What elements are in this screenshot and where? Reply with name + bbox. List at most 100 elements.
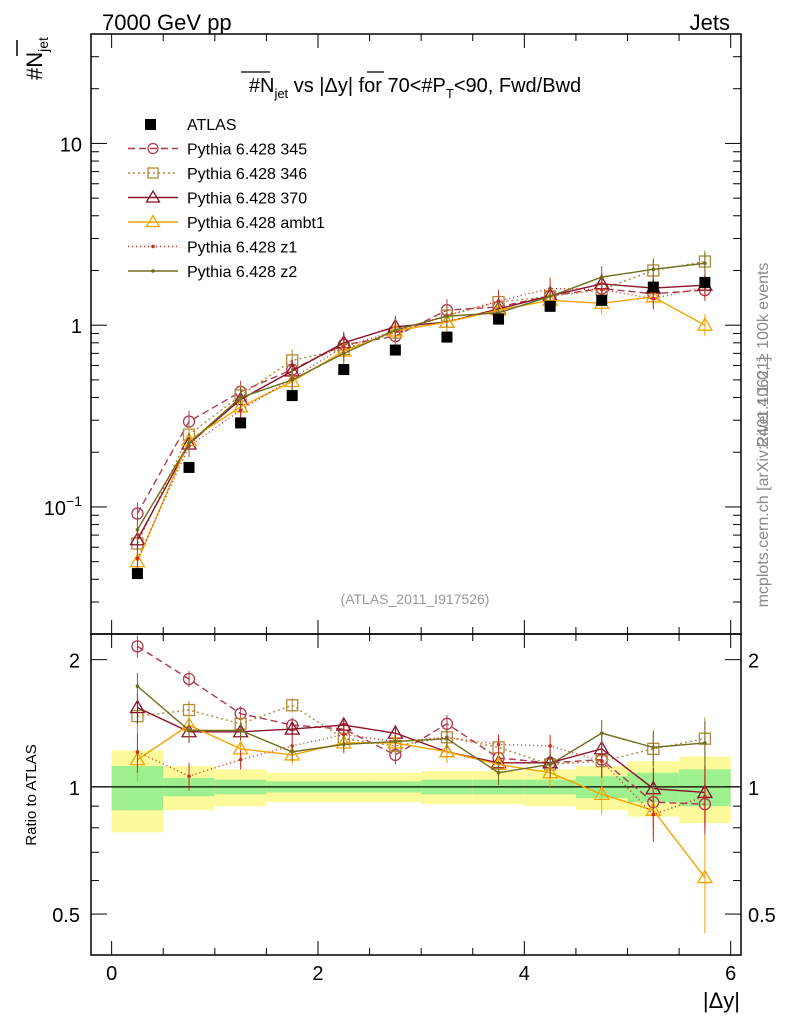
ratio-axis-label: Ratio to ATLAS — [23, 744, 40, 845]
data-point — [183, 461, 195, 473]
series-marker-main — [238, 395, 243, 400]
series-marker-ratio — [187, 728, 191, 733]
data-point — [699, 276, 711, 288]
data-point — [338, 364, 350, 376]
y-tick-label: 10−1 — [44, 493, 82, 520]
x-tick-label: 0 — [106, 963, 117, 985]
series-marker-main — [445, 314, 449, 319]
series-line-main — [136, 286, 706, 559]
series-line-ratio — [137, 724, 706, 878]
series-marker-ratio — [593, 786, 610, 800]
series-marker-main — [238, 408, 243, 413]
data-point — [389, 344, 401, 356]
analysis-watermark: (ATLAS_2011_I917526) — [341, 591, 490, 607]
series-marker-ratio — [290, 750, 294, 754]
data-point — [131, 568, 143, 580]
series-line-main — [136, 296, 706, 562]
series-marker-main — [703, 261, 707, 266]
ratio-tick-label-right: 2 — [748, 651, 759, 673]
series-line-main — [136, 287, 705, 514]
legend-label-atlas: ATLAS — [187, 117, 237, 134]
series-marker-ratio — [341, 732, 346, 737]
legend-label: Pythia 6.428 z1 — [187, 240, 297, 257]
series-marker-main — [393, 328, 398, 332]
series-marker-ratio — [131, 640, 144, 653]
header-right: Jets — [690, 10, 730, 35]
title-part1: #N — [249, 75, 275, 97]
series-marker-ratio — [496, 770, 501, 775]
series-line-ratio — [136, 685, 705, 774]
series-line-ratio — [137, 704, 706, 766]
series-marker-ratio — [703, 794, 707, 799]
legend: ATLAS Pythia 6.428 345 Pythia 6.428 346 Pyt… — [128, 117, 325, 281]
series-marker-main — [651, 296, 656, 301]
series-marker-main — [696, 316, 714, 331]
x-tick-label: 6 — [725, 963, 736, 985]
series-line-main — [136, 283, 705, 541]
legend-marker-atlas — [145, 119, 156, 130]
ratio-tick-label-left: 1 — [69, 778, 80, 800]
ratio-panel: 0 2 4 6 0.5 0.5 1 1 2 2 — [52, 633, 776, 985]
title-sub2: T — [446, 86, 454, 101]
title-part2: vs |Δy| for 70<#P — [288, 75, 446, 97]
x-axis-label: |Δy| — [703, 988, 740, 1013]
series-marker-ratio — [548, 744, 552, 748]
data-point — [493, 313, 505, 325]
data-point — [286, 390, 298, 402]
series-marker-ratio — [182, 672, 196, 686]
y-tick-label: 10 — [60, 134, 82, 156]
ratio-frame — [90, 633, 742, 956]
legend-marker — [145, 189, 161, 203]
series-line-ratio — [137, 645, 705, 805]
rivet-label: Rivet 4.1.0, ≥ 100k events — [755, 263, 772, 448]
y-label-main: #N — [22, 52, 47, 80]
data-point — [544, 300, 556, 312]
series-marker-main — [651, 267, 656, 272]
x-tick-label: 4 — [519, 963, 530, 985]
legend-label: Pythia 6.428 z2 — [187, 264, 297, 281]
series-marker-ratio — [187, 774, 191, 778]
series-marker-ratio — [238, 728, 243, 733]
title-part3: <90, Fwd/Bwd — [454, 75, 581, 97]
y-axis-label: #Njet — [22, 37, 51, 80]
series-marker-main — [496, 299, 501, 303]
series-marker-ratio — [599, 759, 604, 764]
legend-label: Pythia 6.428 345 — [187, 142, 307, 159]
series-marker-ratio — [238, 757, 243, 762]
series-marker-ratio — [341, 742, 346, 747]
series-marker-ratio — [135, 684, 140, 689]
legend-marker — [147, 142, 159, 155]
series-marker-main — [135, 527, 140, 532]
series-marker-ratio — [286, 699, 299, 712]
header-left: 7000 GeV pp — [102, 10, 232, 35]
data-point — [647, 281, 659, 293]
series-marker-ratio — [696, 869, 714, 884]
series-marker-ratio — [129, 699, 146, 714]
series-marker-ratio — [135, 750, 140, 754]
legend-marker — [147, 167, 159, 179]
ratio-tick-label-right: 1 — [748, 778, 759, 800]
series-marker-ratio — [284, 720, 301, 735]
series-marker-ratio — [651, 812, 656, 817]
data-point — [235, 417, 247, 429]
mcplots-label: mcplots.cern.ch [arXiv:2401.10621] — [755, 357, 772, 608]
title-sub1: jet — [273, 86, 288, 101]
x-tick-label: 2 — [312, 963, 323, 985]
series-marker-ratio — [703, 741, 707, 745]
series-marker-main — [599, 287, 604, 292]
series-marker-main — [290, 378, 294, 382]
series-marker-ratio — [438, 743, 456, 758]
legend-marker — [151, 244, 155, 249]
ratio-tick-label-right: 0.5 — [748, 905, 776, 927]
ratio-tick-label-left: 0.5 — [52, 905, 80, 927]
legend-label: Pythia 6.428 370 — [187, 191, 307, 208]
series-marker-main — [599, 275, 604, 279]
y-tick-label: 1 — [71, 316, 82, 338]
series-marker-ratio — [445, 736, 449, 741]
series-marker-main — [135, 556, 140, 561]
series-marker-main — [341, 351, 346, 356]
series-marker-ratio — [599, 731, 604, 735]
series-marker-main — [548, 294, 552, 299]
series-marker-ratio — [496, 742, 501, 747]
